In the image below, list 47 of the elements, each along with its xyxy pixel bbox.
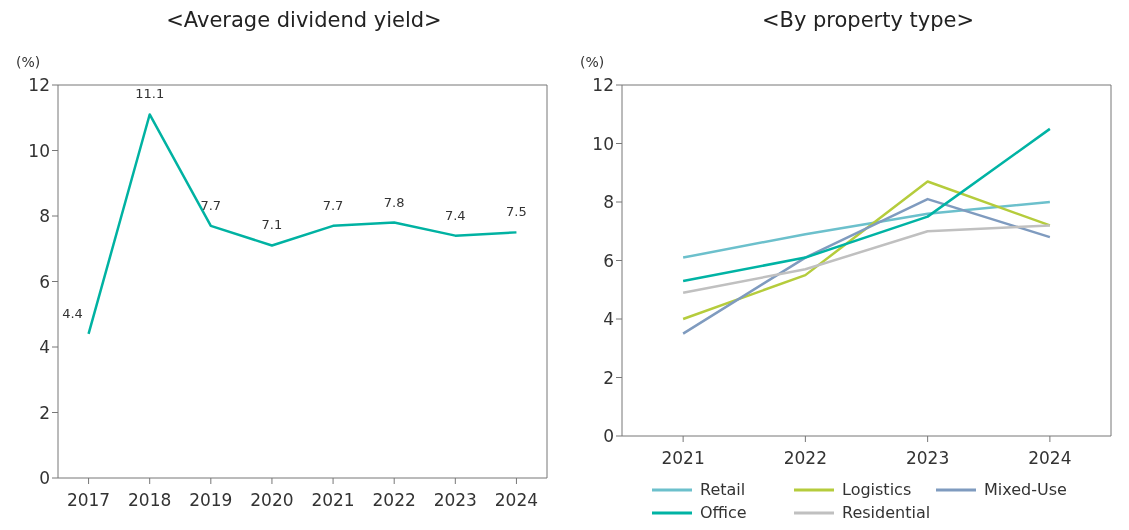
y-tick-label: 8 bbox=[603, 192, 614, 213]
line-series bbox=[681, 200, 1052, 259]
x-tick-label: 2021 bbox=[661, 448, 705, 469]
y-tick-label: 2 bbox=[603, 367, 614, 388]
y-tick-label: 6 bbox=[39, 271, 50, 292]
y-tick-label: 4 bbox=[39, 337, 50, 358]
x-tick-label: 2024 bbox=[1028, 448, 1072, 469]
legend-label: Logistics bbox=[842, 480, 912, 499]
chart-title: <Average dividend yield> bbox=[165, 8, 443, 34]
data-label: 4.4 bbox=[62, 305, 83, 321]
data-label: 7.4 bbox=[444, 207, 466, 223]
y-axis-title: (%) bbox=[580, 54, 605, 70]
line-series bbox=[681, 127, 1052, 283]
y-tick-label: 0 bbox=[39, 468, 50, 489]
legend-label: Mixed-Use bbox=[984, 480, 1067, 499]
data-label: 7.7 bbox=[322, 197, 344, 213]
y-tick-label: 12 bbox=[28, 75, 50, 96]
y-tick-label: 12 bbox=[592, 75, 614, 96]
y-tick-label: 10 bbox=[28, 140, 50, 161]
x-tick-label: 2019 bbox=[189, 490, 233, 511]
data-label: 7.5 bbox=[506, 204, 527, 220]
data-label: 11.1 bbox=[135, 86, 165, 102]
chart-title: <By property type> bbox=[760, 8, 976, 34]
x-tick-label: 2018 bbox=[128, 490, 172, 511]
y-tick-label: 6 bbox=[603, 250, 614, 271]
x-tick-label: 2020 bbox=[250, 490, 294, 511]
line-series bbox=[681, 224, 1052, 294]
y-tick-label: 0 bbox=[603, 426, 614, 447]
x-tick-label: 2017 bbox=[66, 490, 111, 511]
y-axis-title: (%) bbox=[16, 54, 41, 70]
y-tick-label: 4 bbox=[603, 309, 614, 330]
y-tick-label: 8 bbox=[39, 206, 50, 227]
y-tick-label: 10 bbox=[592, 133, 614, 154]
legend-label: Retail bbox=[700, 480, 746, 499]
y-tick-label: 2 bbox=[39, 402, 50, 423]
legend-label: Residential bbox=[842, 503, 931, 522]
data-label: 7.1 bbox=[261, 217, 283, 233]
x-tick-label: 2023 bbox=[905, 448, 950, 469]
x-tick-label: 2022 bbox=[372, 490, 416, 511]
x-tick-label: 2021 bbox=[311, 490, 355, 511]
x-tick-label: 2024 bbox=[494, 490, 539, 511]
legend-label: Office bbox=[700, 503, 747, 522]
x-tick-label: 2022 bbox=[783, 448, 828, 469]
data-label: 7.8 bbox=[383, 194, 405, 210]
x-tick-label: 2023 bbox=[433, 490, 477, 511]
line-series bbox=[681, 197, 1052, 335]
data-label: 7.7 bbox=[200, 197, 222, 213]
